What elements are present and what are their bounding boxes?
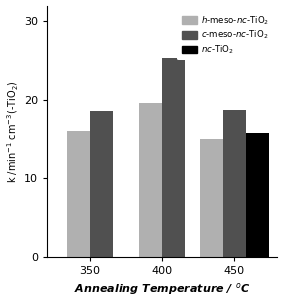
- Bar: [200, 139, 223, 257]
- Y-axis label: k /min$^{-1}$ cm$^{-3}$(-TiO$_2$): k /min$^{-1}$ cm$^{-3}$(-TiO$_2$): [6, 80, 21, 182]
- Bar: [90, 111, 113, 257]
- Bar: [223, 110, 246, 257]
- Bar: [67, 131, 90, 257]
- Bar: [139, 103, 162, 257]
- Bar: [246, 133, 269, 257]
- Legend: $\it{h}$-meso-$\it{nc}$-TiO$_2$, $\it{c}$-meso-$\it{nc}$-TiO$_2$, $\it{nc}$-TiO$: $\it{h}$-meso-$\it{nc}$-TiO$_2$, $\it{c}…: [177, 10, 273, 60]
- X-axis label: Annealing Temperature / $^{o}$C: Annealing Temperature / $^{o}$C: [74, 281, 250, 298]
- Bar: [162, 58, 185, 257]
